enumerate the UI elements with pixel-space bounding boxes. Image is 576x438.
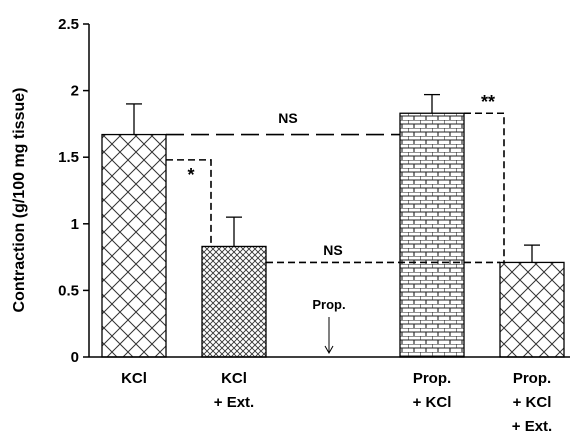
ns-label-top: NS: [278, 110, 297, 126]
bar: [101, 133, 167, 358]
y-tick-label: 1: [71, 216, 79, 233]
y-tick-label: 0.5: [58, 282, 79, 299]
x-tick-label: Prop. + KCl: [413, 370, 452, 411]
prop-marker-label: Prop.: [312, 297, 345, 312]
bar: [499, 261, 565, 358]
significance-star-single: *: [187, 165, 194, 185]
significance-star-double: **: [481, 92, 495, 112]
y-tick-label: 0: [71, 349, 79, 366]
y-tick-label: 1.5: [58, 149, 79, 166]
y-axis-title: Contraction (g/100 mg tissue): [11, 88, 28, 313]
bar: [399, 112, 465, 358]
significance-connectors: [166, 112, 505, 264]
x-tick-label: KCl + Ext.: [214, 370, 254, 411]
bar: [201, 245, 267, 358]
y-tick-label: 2: [71, 83, 79, 100]
x-axis-labels: KCl KCl + Ext. Prop. + KCl Prop. + KCl + Ext.: [121, 370, 552, 435]
x-tick-label: KCl: [121, 370, 147, 387]
star-connector: [166, 159, 212, 247]
y-tick-label: 2.5: [58, 16, 79, 33]
x-tick-label: Prop. + KCl + Ext.: [512, 370, 552, 435]
prop-arrow-icon: [324, 317, 334, 355]
double-star-connector: [464, 112, 505, 263]
y-axis: 0 0.5 1 1.5 2 2.5: [58, 16, 89, 366]
ns-label-bottom: NS: [323, 242, 342, 258]
